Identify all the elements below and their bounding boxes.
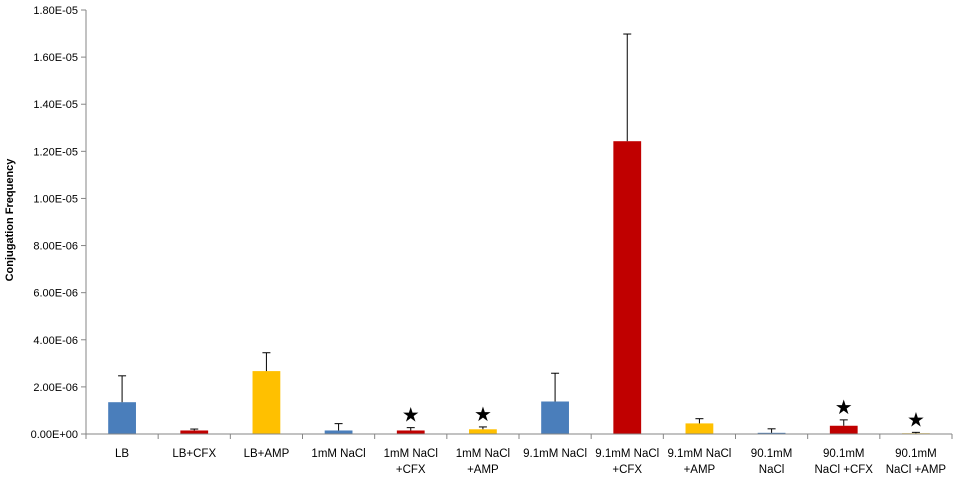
bar — [757, 432, 786, 434]
x-category-label: 9.1mM NaCl — [523, 448, 587, 460]
significance-star-icon: ★ — [907, 407, 925, 431]
y-tick-label: 1.20E-05 — [33, 146, 78, 158]
x-category-label: 9.1mM NaCl — [595, 448, 659, 460]
x-category-label: LB — [115, 448, 129, 460]
y-tick-label: 4.00E-06 — [33, 335, 78, 347]
significance-star-icon: ★ — [402, 403, 420, 427]
bar — [180, 430, 209, 434]
error-bar — [911, 431, 920, 434]
error-bar — [262, 352, 271, 372]
x-category-label: +CFX — [612, 464, 642, 476]
error-bar — [551, 372, 560, 402]
x-category-label: NaCl — [759, 464, 785, 476]
bar — [108, 402, 136, 434]
x-category-label: 1mM NaCl — [384, 448, 438, 460]
y-tick-label: 1.80E-05 — [33, 5, 78, 17]
y-tick-label: 2.00E-06 — [33, 382, 78, 394]
error-bars-group — [118, 33, 920, 434]
error-bar — [767, 428, 776, 433]
x-category-label: NaCl +CFX — [815, 464, 874, 476]
y-axis-title: Conjugation Frequency — [4, 158, 16, 282]
x-category-label: 90.1mM — [751, 448, 793, 460]
error-bar — [190, 428, 199, 431]
error-bar — [695, 418, 704, 424]
significance-star-icon: ★ — [474, 402, 492, 426]
x-category-label: 9.1mM NaCl — [667, 448, 731, 460]
error-bar — [478, 426, 487, 430]
significance-stars-group: ★ ★ ★ ★ — [402, 395, 925, 431]
bars-group — [108, 141, 930, 435]
y-tick-label: 6.00E-06 — [33, 288, 78, 300]
x-category-label: LB+AMP — [244, 448, 290, 460]
bar — [541, 401, 569, 434]
bar — [685, 423, 714, 434]
x-axis-ticks — [85, 434, 953, 439]
error-bar — [118, 375, 127, 403]
bar — [396, 430, 425, 434]
bar — [324, 430, 353, 434]
y-axis-ticks: 0.00E+00 2.00E-06 4.00E-06 6.00E-06 8.00E-06… — [31, 5, 86, 441]
x-category-label: +CFX — [396, 464, 426, 476]
bar — [469, 429, 497, 434]
error-bar — [406, 427, 415, 431]
significance-star-icon: ★ — [835, 395, 853, 419]
x-axis-labels: LB LB+CFX LB+AMP 1mM NaCl 1mM NaCl +CFX 1mM Na… — [115, 448, 946, 476]
y-tick-label: 1.00E-05 — [33, 193, 78, 205]
y-tick-label: 8.00E-06 — [33, 241, 78, 253]
error-bar — [334, 423, 343, 431]
x-category-label: 1mM NaCl — [456, 448, 510, 460]
bar — [252, 371, 281, 434]
y-tick-label: 1.40E-05 — [33, 99, 78, 111]
x-category-label: LB+CFX — [172, 448, 216, 460]
bar — [613, 141, 642, 434]
error-bar — [623, 33, 632, 142]
error-bar — [839, 419, 848, 426]
y-tick-label: 0.00E+00 — [31, 429, 78, 441]
x-category-label: +AMP — [684, 464, 716, 476]
x-category-label: 1mM NaCl — [311, 448, 365, 460]
y-tick-label: 1.60E-05 — [33, 52, 78, 64]
bar — [829, 425, 858, 434]
x-category-label: NaCl +AMP — [886, 464, 947, 476]
x-category-label: 90.1mM — [895, 448, 937, 460]
x-category-label: +AMP — [467, 464, 499, 476]
x-category-label: 90.1mM — [823, 448, 865, 460]
